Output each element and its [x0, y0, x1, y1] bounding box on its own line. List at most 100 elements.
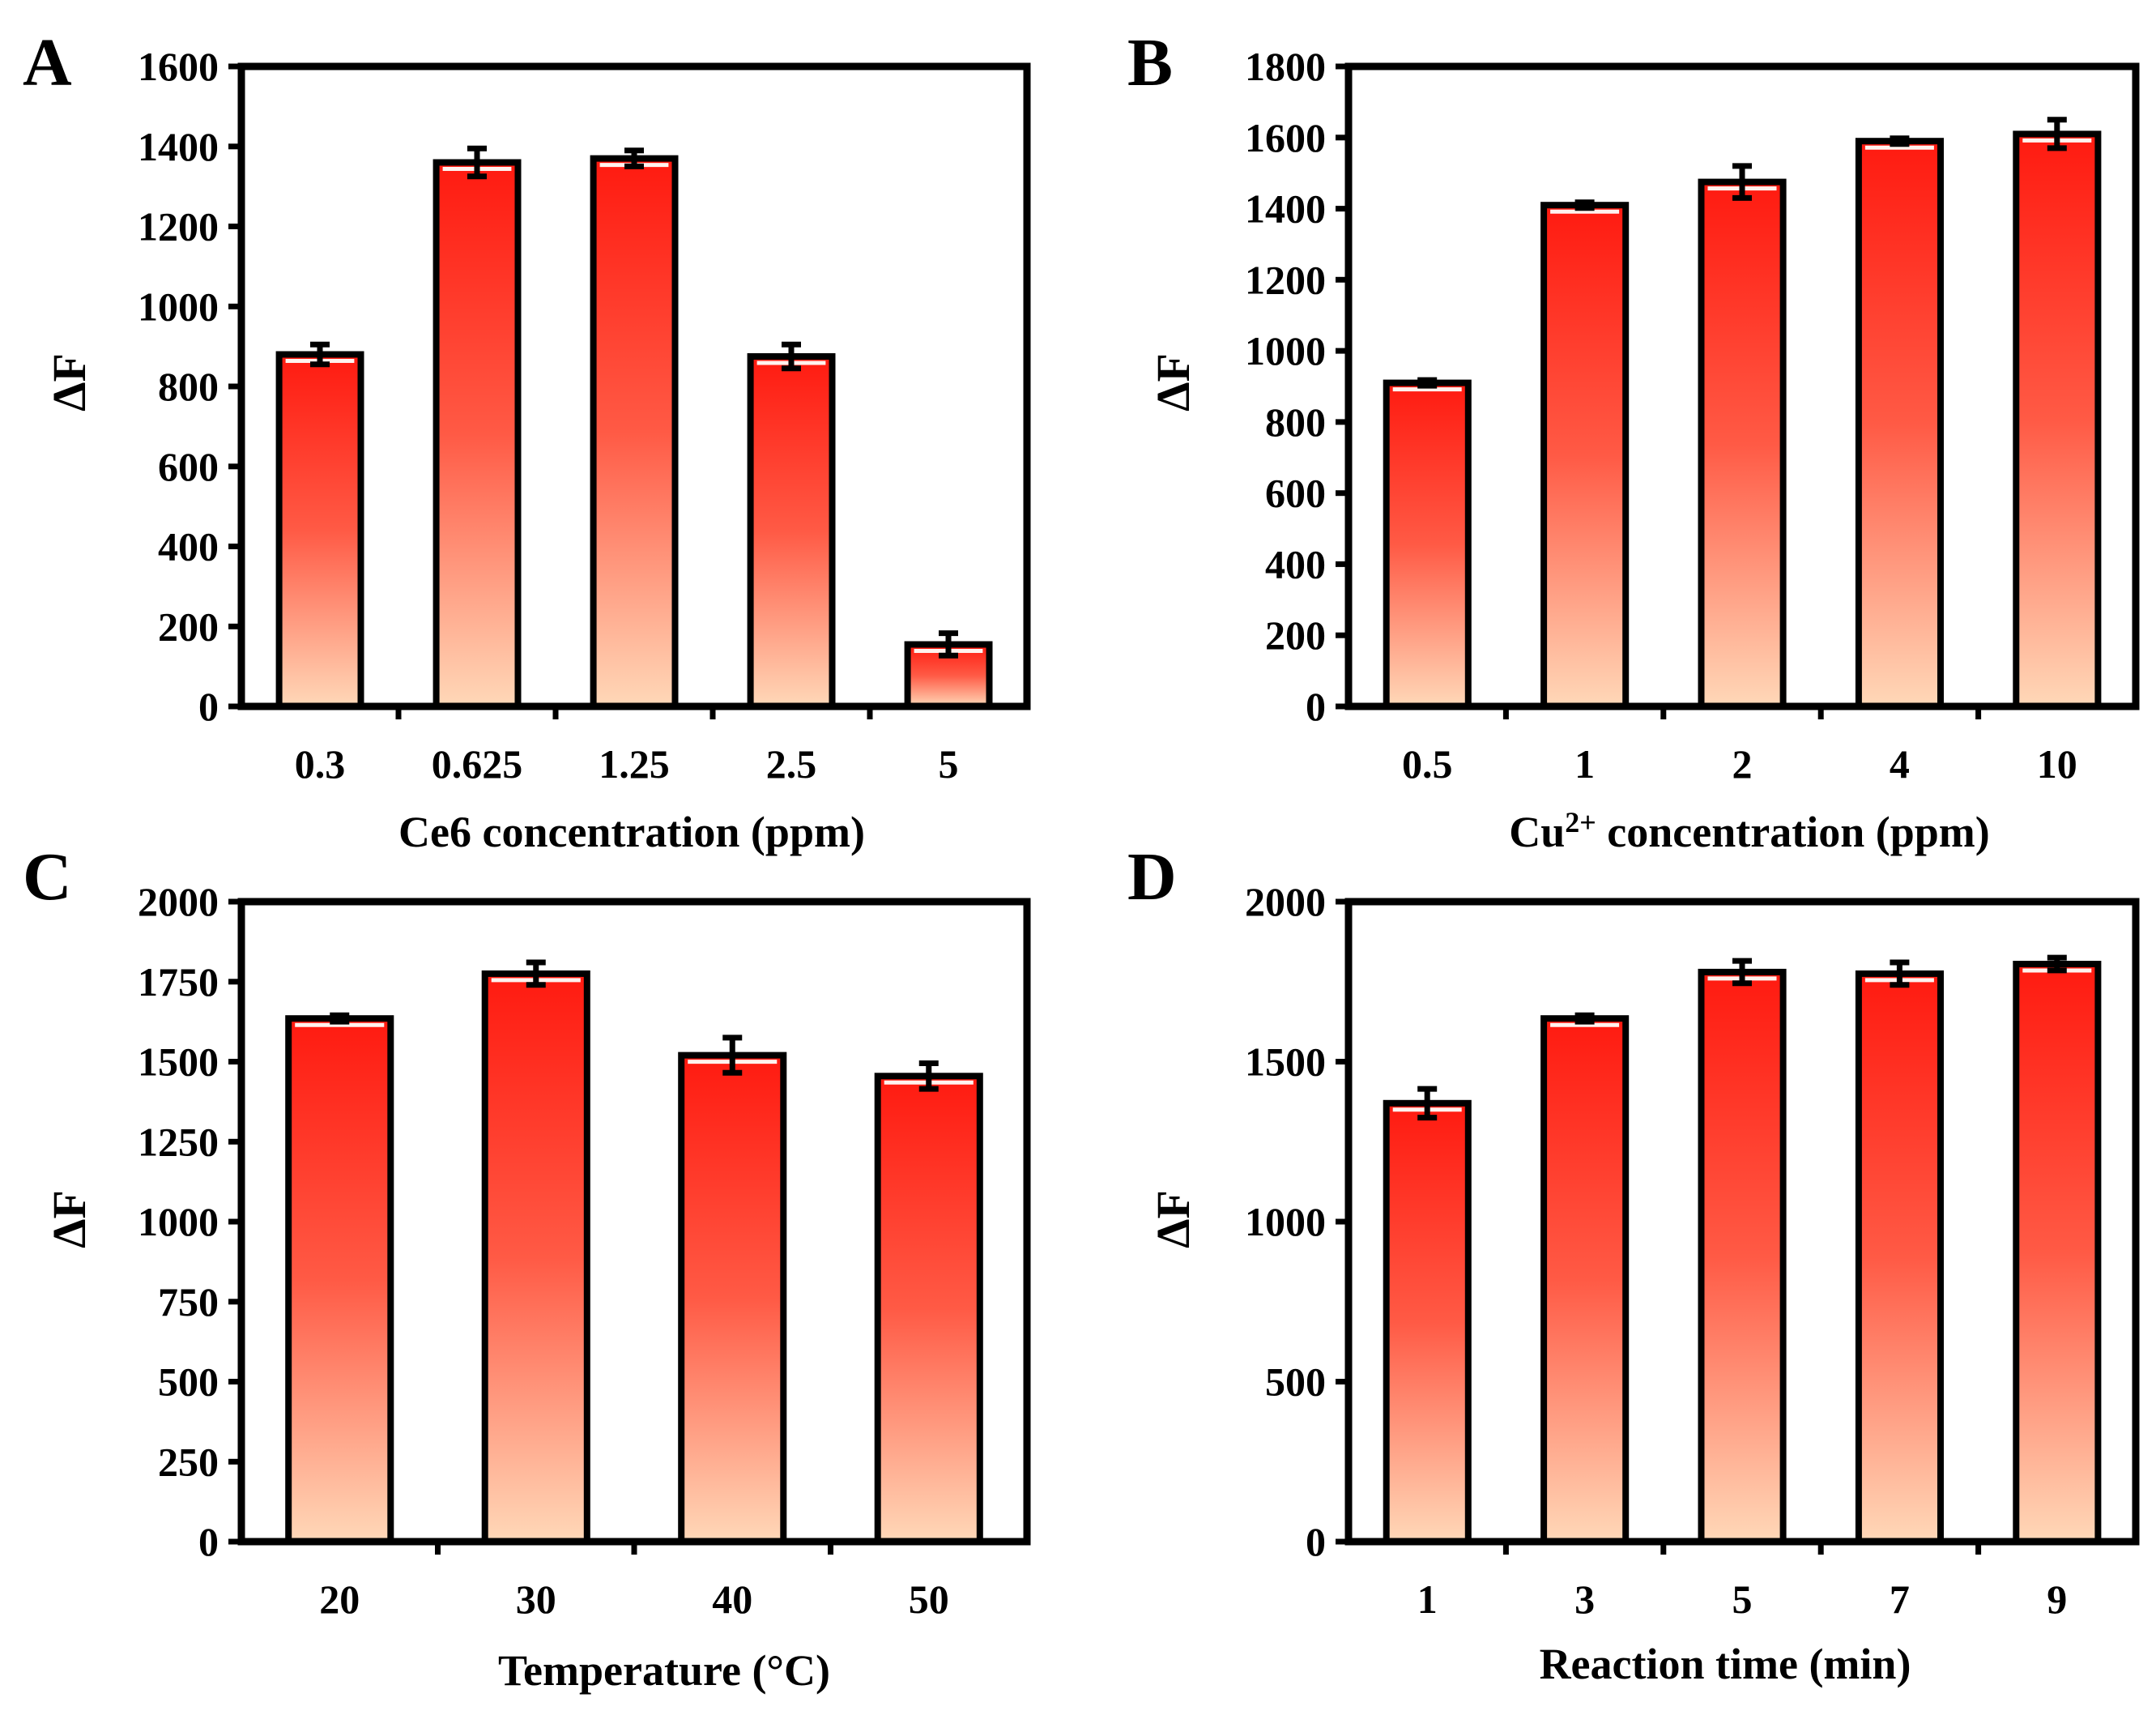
panel-b: B ΔF Cu2+ concentration (ppm) 0.5 1 2 4 10 0 2… — [1127, 25, 2140, 856]
y-tick-label-a-1: 0 — [198, 684, 219, 729]
error-bar-c-4 — [918, 1060, 939, 1092]
y-tick-label-c-3: 500 — [158, 1359, 219, 1405]
error-bar-b-1 — [1417, 377, 1438, 389]
x-tick-label-c-3: 40 — [712, 1576, 752, 1622]
bar-b-3 — [1698, 178, 1787, 710]
plot-frame-a — [237, 62, 1031, 710]
x-tick-label-d-4: 7 — [1890, 1576, 1910, 1622]
bar-b-1 — [1383, 379, 1472, 710]
y-tick-label-b-8: 1400 — [1245, 186, 1326, 232]
x-axis-title-b-main: Cu — [1509, 808, 1565, 856]
y-tick-label-b-5: 800 — [1265, 399, 1326, 445]
y-tick-label-b-3: 400 — [1265, 541, 1326, 587]
y-tick-label-a-7: 1200 — [138, 204, 219, 250]
x-tick-label-a-5: 5 — [939, 741, 959, 787]
y-tick-label-b-9: 1600 — [1245, 115, 1326, 160]
y-tick-label-b-10: 1800 — [1245, 44, 1326, 89]
x-tick-label-c-4: 50 — [909, 1576, 949, 1622]
bar-b-4 — [1855, 138, 1944, 710]
error-bar-b-5 — [2047, 117, 2067, 151]
bar-d-4 — [1855, 970, 1944, 1545]
y-tick-label-c-8: 1750 — [138, 959, 219, 1005]
y-tick-label-c-5: 1000 — [138, 1199, 219, 1244]
panel-letter-a: A — [23, 25, 72, 100]
y-axis-title-c: ΔF — [43, 1190, 96, 1248]
y-tick-label-b-1: 0 — [1306, 684, 1326, 729]
y-tick-label-d-3: 1000 — [1245, 1199, 1326, 1244]
x-tick-label-a-3: 1.25 — [599, 741, 670, 787]
error-bar-d-4 — [1890, 959, 1910, 988]
bar-c-4 — [874, 1073, 983, 1546]
x-tick-label-a-1: 0.3 — [295, 741, 346, 787]
x-tick-label-d-5: 9 — [2047, 1576, 2067, 1622]
bar-a-3 — [590, 155, 679, 710]
x-tick-label-b-5: 10 — [2037, 741, 2077, 787]
plot-area-d: 1 3 5 7 9 0 500 1000 1500 2000 — [1245, 879, 2140, 1622]
bar-c-2 — [481, 970, 590, 1545]
y-tick-label-a-4: 600 — [158, 444, 219, 489]
x-tick-label-b-1: 0.5 — [1402, 741, 1453, 787]
x-axis-title-b: Cu2+ concentration (ppm) — [1509, 806, 1990, 856]
x-axis-title-b-rest: concentration (ppm) — [1596, 808, 1990, 856]
error-bar-a-3 — [624, 147, 644, 169]
x-tick-label-a-4: 2.5 — [766, 741, 817, 787]
x-tick-label-c-1: 20 — [319, 1576, 360, 1622]
panel-letter-c: C — [23, 839, 72, 915]
plot-area-a: 0.3 0.625 1.25 2.5 5 0 200 400 600 800 1000 1200 140… — [138, 44, 1031, 787]
plot-area-b: 0.5 1 2 4 10 0 200 400 600 800 1000 1200 1400 1600 180… — [1245, 44, 2140, 787]
y-tick-label-d-2: 500 — [1265, 1359, 1326, 1405]
panel-c: C ΔF Temperature (°C) 20 30 40 500250500750… — [23, 839, 1031, 1695]
x-tick-label-d-2: 3 — [1574, 1576, 1595, 1622]
error-bar-b-2 — [1574, 199, 1595, 211]
bar-d-5 — [2013, 961, 2102, 1545]
error-bar-c-1 — [330, 1012, 350, 1025]
error-bar-c-3 — [722, 1035, 743, 1076]
x-axis-title-a: Ce6 concentration (ppm) — [398, 808, 865, 856]
plot-frame-c — [237, 898, 1031, 1546]
x-tick-label-c-2: 30 — [516, 1576, 556, 1622]
bar-a-2 — [432, 159, 522, 710]
y-tick-label-a-8: 1400 — [138, 124, 219, 169]
plot-frame-b — [1344, 62, 2140, 710]
error-bar-d-5 — [2047, 954, 2067, 974]
bar-d-1 — [1383, 1099, 1472, 1546]
y-tick-label-a-9: 1600 — [138, 44, 219, 89]
plot-frame-d — [1344, 898, 2140, 1546]
error-bar-d-3 — [1732, 958, 1752, 987]
bar-c-1 — [285, 1015, 394, 1545]
y-tick-label-a-2: 200 — [158, 604, 219, 649]
x-tick-label-d-3: 5 — [1732, 1576, 1753, 1622]
x-tick-label-b-2: 1 — [1574, 741, 1595, 787]
error-bar-a-1 — [310, 341, 330, 368]
panel-letter-d: D — [1127, 839, 1177, 915]
bar-d-3 — [1698, 968, 1787, 1545]
y-tick-label-a-3: 400 — [158, 524, 219, 570]
bar-c-3 — [678, 1052, 787, 1545]
y-tick-label-c-9: 2000 — [138, 879, 219, 924]
bar-b-2 — [1540, 202, 1630, 710]
bar-a-4 — [747, 353, 836, 710]
y-tick-label-b-6: 1000 — [1245, 328, 1326, 373]
y-tick-label-c-6: 1250 — [138, 1119, 219, 1164]
error-bar-b-4 — [1890, 135, 1910, 147]
panel-letter-b: B — [1127, 25, 1173, 100]
y-axis-title-a: ΔF — [43, 353, 96, 412]
y-tick-label-b-2: 200 — [1265, 612, 1326, 658]
y-axis-title-d: ΔF — [1147, 1190, 1199, 1248]
x-tick-label-a-2: 0.625 — [432, 741, 523, 787]
bar-b-5 — [2013, 130, 2102, 710]
error-bar-a-2 — [467, 145, 487, 180]
y-tick-label-d-5: 2000 — [1245, 879, 1326, 924]
y-tick-label-d-1: 0 — [1306, 1519, 1326, 1564]
y-tick-label-b-7: 1200 — [1245, 257, 1326, 302]
y-tick-label-c-1: 0 — [198, 1519, 219, 1564]
bar-d-2 — [1540, 1015, 1630, 1545]
error-bar-d-1 — [1417, 1086, 1438, 1121]
y-tick-label-c-4: 750 — [158, 1279, 219, 1325]
error-bar-c-2 — [526, 959, 546, 988]
error-bar-a-5 — [939, 630, 958, 659]
error-bar-b-3 — [1732, 163, 1752, 201]
panel-a: A ΔF Ce6 concentration (ppm) 0.3 0.625 1.2… — [23, 25, 1031, 856]
